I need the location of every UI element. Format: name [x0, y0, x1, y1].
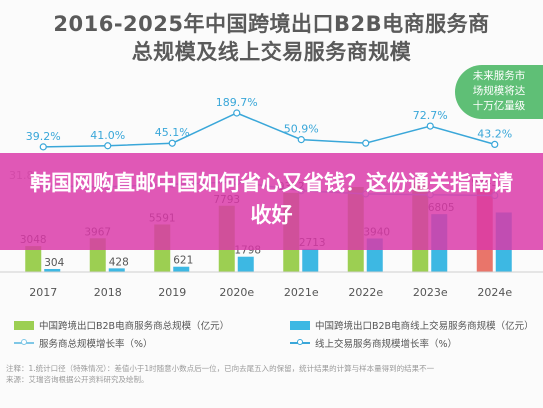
x-tick-2024e: 2024e	[477, 286, 512, 299]
footnote-line-1: 注释：1.统计口径（特殊情况）：差值小于1时随意小数点后一位，已向去尾五入的保留…	[6, 364, 435, 373]
chart-title-line-2: 总规模及线上交易服务商规模	[131, 40, 412, 64]
x-tick-2020e: 2020e	[219, 286, 254, 299]
legend-swatch-total-rate	[14, 339, 34, 345]
x-tick-2021e: 2021e	[284, 286, 319, 299]
rate-line-0	[43, 112, 495, 148]
promo-banner-text[interactable]: 韩国网购直邮中国如何省心又省钱？这份通关指南请收好	[30, 171, 513, 227]
footnote: 注释：1.统计口径（特殊情况）：差值小于1时随意小数点后一位，已向去尾五入的保留…	[6, 363, 536, 385]
bar-online-2017	[44, 269, 61, 272]
legend-label-total-rate: 服务商总规模增长率（%）	[39, 339, 153, 350]
rate-label-0-2017: 39.2%	[26, 130, 61, 143]
badge-line-3: 十万亿量级	[472, 100, 526, 112]
legend-item-total: 中国跨境出口B2B电商服务商总规模（亿元）	[14, 318, 229, 332]
bar-label-online-2017: 304	[44, 257, 64, 269]
x-tick-2019: 2019	[158, 286, 186, 299]
badge-line-2: 场规模将达	[472, 85, 526, 97]
rate-point-0-2021e	[297, 136, 305, 144]
legend-item-online: 中国跨境出口B2B电商线上交易服务商规模（亿元）	[290, 318, 534, 332]
rate-label-0-2018: 41.0%	[90, 129, 125, 142]
bar-online-2021e	[302, 248, 319, 272]
legend-label-total: 中国跨境出口B2B电商服务商总规模（亿元）	[39, 321, 230, 332]
rate-point-0-2022e	[362, 139, 370, 147]
promo-banner[interactable]: 韩国网购直邮中国如何省心又省钱？这份通关指南请收好	[0, 153, 543, 250]
rate-label-0-2023e: 72.7%	[413, 109, 448, 122]
legend-swatch-online-rate	[290, 339, 310, 345]
x-tick-2018: 2018	[94, 286, 122, 299]
legend-item-online-rate: 线上交易服务商规模增长率（%）	[290, 336, 457, 350]
badge-line-1: 未来服务市	[472, 70, 526, 82]
rate-label-0-2020e: 189.7%	[216, 96, 258, 109]
bar-online-2019	[173, 266, 190, 272]
legend-label-online-rate: 线上交易服务商规模增长率（%）	[315, 339, 458, 350]
chart-title-line-1: 2016-2025年中国跨境出口B2B电商服务商	[53, 12, 490, 36]
legend-item-total-rate: 服务商总规模增长率（%）	[14, 336, 153, 350]
bar-label-online-2018: 428	[109, 256, 129, 268]
rate-label-0-2021e: 50.9%	[284, 123, 319, 136]
bar-label-online-2020e: 1798	[234, 245, 261, 257]
legend-swatch-total	[14, 321, 34, 330]
rate-point-0-2020e	[233, 109, 241, 117]
rate-point-0-2017	[39, 143, 47, 151]
bar-total-2017	[25, 246, 42, 272]
rate-point-0-2024e	[491, 140, 499, 148]
forecast-badge: 未来服务市 场规模将达 十万亿量级	[455, 65, 543, 119]
x-tick-2017: 2017	[29, 286, 57, 299]
rate-point-0-2018	[104, 142, 112, 150]
rate-label-0-2024e: 43.2%	[477, 127, 512, 140]
legend-swatch-online	[290, 321, 310, 330]
rate-point-0-2023e	[426, 122, 434, 130]
legend-label-online: 中国跨境出口B2B电商线上交易服务商规模（亿元）	[315, 321, 534, 332]
rate-label-0-2019: 45.1%	[155, 126, 190, 139]
footnote-line-2: 来源：艾瑞咨询根据公开资料研究及绘制。	[6, 375, 149, 384]
rate-point-0-2019	[168, 139, 176, 147]
bar-label-online-2019: 621	[173, 255, 193, 267]
bar-online-2020e	[237, 256, 254, 272]
x-tick-2022e: 2022e	[348, 286, 383, 299]
x-tick-2023e: 2023e	[413, 286, 448, 299]
bar-online-2018	[108, 268, 125, 272]
